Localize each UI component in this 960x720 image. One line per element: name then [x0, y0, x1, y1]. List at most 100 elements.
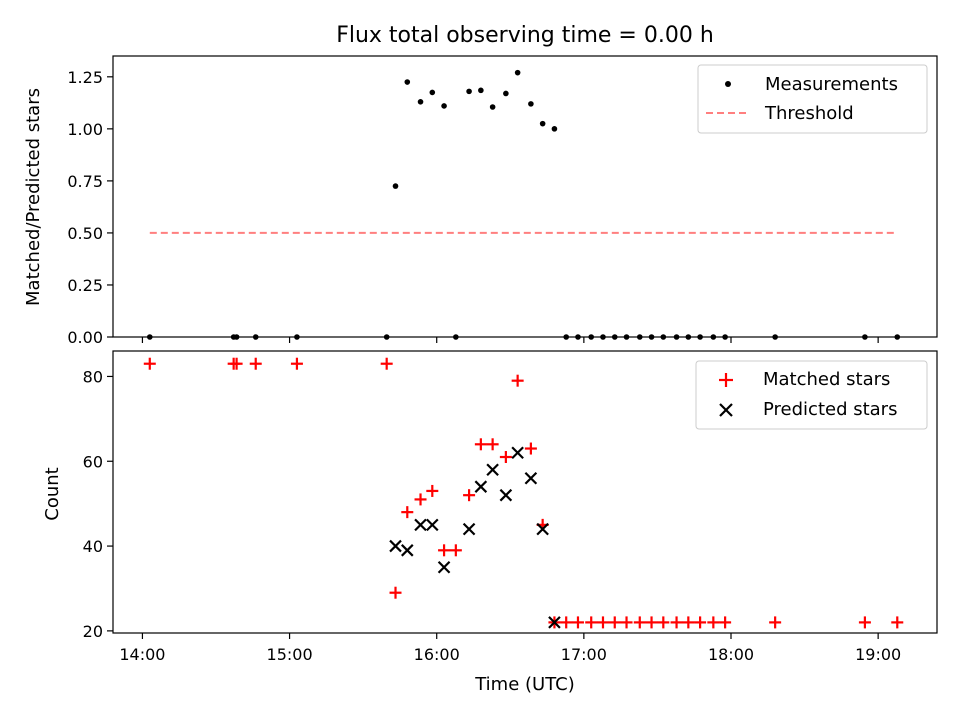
matched-stars-point [230, 357, 243, 370]
top-plot-marks [146, 69, 901, 340]
predicted-stars-point [536, 522, 549, 536]
legend-measurements-marker [725, 81, 731, 87]
matched-stars-point [608, 616, 621, 629]
matched-stars-point [380, 357, 393, 370]
bottom-x-tick-label: 19:00 [855, 645, 901, 664]
matched-stars-point [571, 616, 584, 629]
measurements-point [466, 88, 472, 95]
predicted-stars-point [401, 544, 414, 557]
bottom-x-tick-label: 16:00 [414, 645, 460, 664]
matched-stars-point [524, 442, 537, 455]
top-y-tick-label: 1.00 [67, 120, 103, 139]
matched-stars-point [499, 451, 512, 464]
legend-matched-marker [719, 373, 733, 387]
predicted-stars-point [474, 480, 488, 493]
bottom-panel: Count Time (UTC) 20 40 60 80 14:00 15:00 16:00… [42, 350, 938, 695]
bottom-x-tick-label: 14:00 [119, 645, 165, 664]
matched-stars-point [449, 544, 462, 557]
predicted-stars-point [462, 522, 476, 536]
top-chart-title: Flux total observing time = 0.00 h [336, 23, 714, 48]
bottom-legend-box [695, 360, 928, 430]
predicted-stars-point [524, 471, 538, 485]
predicted-stars-point [389, 539, 402, 553]
legend-matched-label: Matched stars [763, 369, 890, 390]
bottom-x-tick-label: 18:00 [708, 645, 754, 664]
top-panel: Flux total observing time = 0.00 h Match… [23, 23, 938, 347]
top-y-axis-label: Matched/Predicted stars [23, 88, 44, 306]
predicted-stars-point [499, 488, 513, 502]
matched-stars-point [389, 586, 402, 599]
predicted-stars-point [426, 518, 439, 532]
predicted-stars-point [511, 446, 524, 460]
top-legend-box [697, 64, 928, 134]
matched-stars-point [511, 374, 524, 387]
bottom-y-tick-label: 40 [83, 537, 103, 556]
matched-stars-point [463, 489, 476, 502]
matched-stars-point [682, 616, 695, 629]
predicted-stars-point [548, 616, 561, 629]
legend-predicted-label: Predicted stars [763, 399, 897, 420]
matched-stars-point [620, 616, 633, 629]
legend-measurements-label: Measurements [765, 74, 898, 95]
legend-threshold-label: Threshold [764, 103, 854, 124]
bottom-x-tick-label: 17:00 [561, 645, 607, 664]
matched-stars-point [657, 616, 670, 629]
top-legend: Measurements Threshold [697, 64, 928, 134]
matched-stars-point [585, 616, 598, 629]
bottom-axes-frame [112, 350, 938, 634]
bottom-x-tick-label: 15:00 [267, 645, 313, 664]
measurements-point [539, 120, 546, 127]
top-y-tick-label: 0.25 [67, 276, 103, 295]
bottom-legend: Matched stars Predicted stars [695, 360, 928, 430]
measurements-point [429, 89, 436, 96]
top-axes-frame [112, 55, 938, 338]
matched-stars-point [438, 544, 451, 557]
bottom-y-tick-label: 60 [83, 452, 103, 471]
matched-stars-point [633, 616, 646, 629]
top-axis-ticks: 0.00 0.25 0.50 0.75 1.00 1.25 [67, 68, 879, 347]
matched-stars-point [426, 484, 439, 497]
measurements-point [489, 104, 496, 110]
matched-stars-point [290, 357, 303, 370]
matched-stars-point [891, 616, 904, 629]
predicted-stars-point [414, 518, 427, 532]
matched-stars-point [560, 616, 573, 629]
bottom-y-tick-label: 80 [83, 367, 103, 386]
legend-predicted-marker [719, 403, 733, 417]
measurements-point [417, 98, 424, 105]
measurements-point [551, 126, 558, 132]
bottom-x-axis-label: Time (UTC) [474, 674, 575, 695]
measurements-point [478, 87, 484, 94]
bottom-y-axis-label: Count [42, 467, 63, 520]
top-y-tick-label: 1.25 [67, 68, 103, 87]
measurements-point [404, 79, 411, 85]
matched-stars-point [645, 616, 658, 629]
measurements-point [392, 183, 399, 189]
matched-stars-point [858, 616, 871, 629]
measurements-point [514, 69, 521, 76]
matched-stars-point [486, 438, 499, 451]
predicted-stars-point [486, 463, 499, 477]
top-y-tick-label: 0.00 [67, 328, 103, 347]
measurements-point [503, 90, 509, 97]
measurements-point [528, 101, 534, 107]
matched-stars-point [694, 616, 707, 629]
matched-stars-point [414, 493, 427, 506]
matched-stars-point [596, 616, 609, 629]
matched-stars-point [719, 616, 732, 629]
bottom-axis-ticks: 20 40 60 80 14:00 15:00 16:00 17:00 18:00 19:00 [83, 367, 902, 664]
bottom-plot-marks [143, 357, 904, 629]
measurements-point [441, 103, 447, 109]
top-y-tick-label: 0.50 [67, 224, 103, 243]
matched-stars-point [143, 357, 156, 370]
predicted-stars-point [437, 560, 451, 574]
matched-stars-point [769, 616, 782, 629]
matched-stars-point [249, 357, 262, 370]
matched-stars-point [474, 438, 487, 451]
top-y-tick-label: 0.75 [67, 172, 103, 191]
bottom-y-tick-label: 20 [83, 622, 103, 641]
matched-stars-point [401, 506, 414, 519]
matched-stars-point [707, 616, 720, 629]
matched-stars-point [670, 616, 683, 629]
